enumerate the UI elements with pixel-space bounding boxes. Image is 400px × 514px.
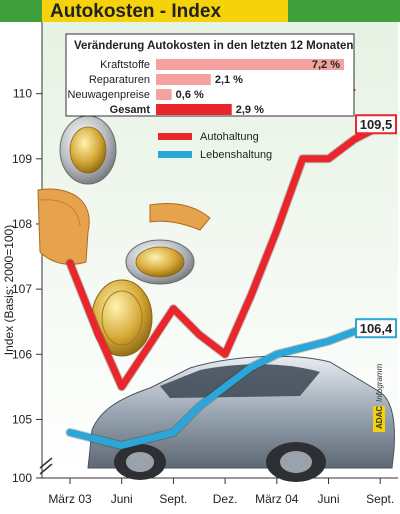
legend-label-autohaltung: Autohaltung [200, 131, 259, 143]
y-tick-label: 105 [12, 412, 32, 426]
x-ticks: März 03 Juni Sept. Dez. März 04 Juni Sept. [48, 478, 394, 506]
y-tick-label: 100 [12, 471, 32, 485]
axis-break-marker [39, 457, 53, 475]
y-tick-label: 108 [12, 217, 32, 231]
y-tick-label: 107 [12, 282, 32, 296]
car-illustration [87, 355, 395, 482]
inset-row-label: Gesamt [110, 104, 151, 116]
credit-text: Infogramm [375, 363, 384, 402]
coin-illustration-2 [125, 239, 195, 285]
inset-bar [156, 59, 344, 70]
x-tick-label: Dez. [213, 492, 238, 506]
x-tick-label: Sept. [159, 492, 187, 506]
inset-row-value: 0,6 % [176, 89, 204, 101]
y-tick-label: 110 [13, 87, 32, 101]
y-tick-label: 106 [12, 347, 32, 361]
inset-bar [156, 104, 232, 115]
legend-swatch-autohaltung [158, 133, 192, 140]
x-tick-label: März 03 [48, 492, 92, 506]
x-tick-label: Juni [111, 492, 133, 506]
series-line-lebenshaltung [66, 324, 384, 449]
title-box [42, 0, 288, 22]
y-axis-label: Index (Basis: 2000=100) [2, 225, 16, 355]
legend-label-lebenshaltung: Lebenshaltung [200, 149, 272, 161]
credit-brand: ADAC [375, 406, 384, 429]
inset-row-value: 7,2 % [312, 59, 340, 71]
chart-title: Autokosten - Index [50, 1, 221, 22]
inset-row-value: 2,9 % [236, 104, 264, 116]
inset-panel: Veränderung Autokosten in den letzten 12… [65, 33, 355, 117]
series-lines: 109,5 106,4 [65, 83, 397, 450]
inset-title: Veränderung Autokosten in den letzten 12… [74, 40, 353, 52]
inset-row-value: 2,1 % [215, 74, 243, 86]
y-ticks: 100 105 106 107 108 109 110 [12, 87, 42, 485]
inset-row-label: Neuwagenpreise [67, 89, 150, 101]
end-label-autohaltung: 109,5 [360, 117, 393, 132]
end-label-lebenshaltung: 106,4 [360, 321, 393, 336]
inset-bar [156, 89, 172, 100]
inset-rows: Kraftstoffe 7,2 % Reparaturen 2,1 % Neuwagen… [67, 59, 344, 116]
y-tick-label: 109 [12, 152, 32, 166]
inset-bar [156, 74, 211, 85]
end-label-box-lebenshaltung [355, 318, 397, 339]
credit: ADAC Infogramm [373, 363, 385, 432]
inset-row-label: Kraftstoffe [100, 59, 150, 71]
legend: Autohaltung Lebenshaltung [158, 131, 272, 161]
banknote-illustration [37, 188, 211, 265]
series-line-autohaltung [66, 122, 384, 391]
coin-illustration-1 [59, 115, 117, 185]
x-tick-label: März 04 [255, 492, 299, 506]
x-tick-label: Sept. [366, 492, 394, 506]
inset-row-label: Reparaturen [89, 74, 150, 86]
legend-swatch-lebenshaltung [158, 151, 192, 158]
end-label-box-autohaltung [355, 114, 397, 135]
x-tick-label: Juni [317, 492, 339, 506]
